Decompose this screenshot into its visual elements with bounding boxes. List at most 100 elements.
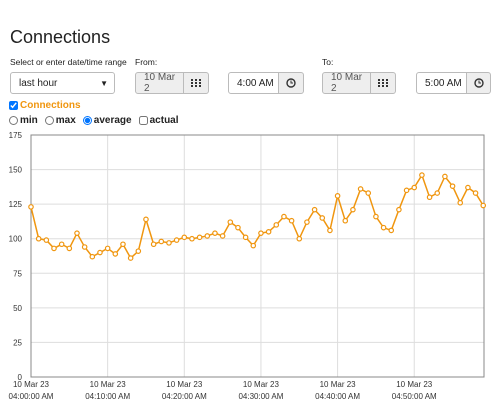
- mode-label: max: [55, 115, 76, 126]
- x-tick-label: 10 Mar 23: [396, 380, 433, 389]
- clock-button[interactable]: [278, 72, 304, 94]
- x-tick-label: 04:40:00 AM: [315, 392, 360, 401]
- y-tick-label: 25: [13, 338, 22, 347]
- data-point: [350, 206, 356, 213]
- to-date[interactable]: 10 Mar 2: [322, 72, 371, 94]
- calendar-icon: [191, 79, 201, 87]
- mode-input[interactable]: [82, 116, 92, 125]
- data-point: [204, 233, 211, 239]
- data-point: [150, 241, 157, 248]
- x-tick-label: 10 Mar 23: [243, 380, 280, 389]
- mode-option[interactable]: max: [44, 115, 76, 126]
- series-toggle[interactable]: Connections: [9, 100, 81, 111]
- calendar-button[interactable]: [183, 72, 209, 94]
- y-tick-label: 125: [9, 200, 23, 209]
- data-point: [74, 230, 80, 236]
- from-label: From:: [135, 57, 158, 67]
- data-point: [419, 172, 425, 178]
- chart: 0 25 50 75 100 125 150 175 10 Mar 23 04:00:00 AM 1…: [9, 131, 487, 401]
- data-point: [143, 216, 149, 223]
- data-point: [434, 190, 441, 196]
- data-point: [365, 190, 372, 196]
- data-point: [242, 234, 249, 241]
- range-value: last hour: [19, 77, 58, 89]
- y-tick-label: 0: [18, 373, 23, 382]
- data-point: [380, 224, 387, 231]
- data-point: [426, 194, 433, 201]
- data-point: [472, 190, 479, 196]
- y-tick-label: 50: [13, 304, 22, 313]
- y-tick-label: 100: [9, 235, 23, 244]
- y-tick-label: 150: [9, 166, 23, 175]
- data-point: [166, 240, 172, 246]
- data-point: [319, 215, 326, 221]
- data-point: [296, 235, 303, 242]
- data-point: [411, 184, 418, 191]
- data-point: [104, 245, 111, 252]
- data-point: [265, 229, 272, 235]
- data-point: [288, 217, 295, 224]
- data-point: [258, 230, 264, 236]
- data-point: [457, 199, 464, 206]
- data-point: [219, 233, 226, 239]
- clock-icon: [286, 78, 296, 88]
- data-point: [403, 187, 410, 194]
- series-toggle-label: Connections: [20, 100, 81, 111]
- y-tick-label: 175: [9, 131, 23, 140]
- data-point: [227, 219, 234, 225]
- x-tick-label: 04:20:00 AM: [162, 392, 207, 401]
- data-point: [235, 224, 241, 231]
- x-tick-label: 10 Mar 23: [166, 380, 203, 389]
- data-point: [388, 227, 395, 234]
- range-label: Select or enter date/time range: [10, 57, 127, 67]
- data-point: [311, 206, 318, 213]
- plot-border: [30, 134, 485, 378]
- to-time[interactable]: 5:00 AM: [416, 72, 467, 94]
- mode-label: average: [93, 115, 132, 126]
- data-point: [51, 245, 57, 252]
- data-point: [127, 255, 134, 261]
- clock-button[interactable]: [466, 72, 491, 94]
- data-point: [250, 242, 257, 249]
- data-point: [120, 241, 126, 248]
- data-point: [396, 206, 402, 213]
- data-point: [465, 184, 471, 191]
- data-point: [173, 237, 180, 243]
- data-point: [35, 235, 42, 242]
- mode-option[interactable]: average: [82, 115, 132, 126]
- data-point: [135, 248, 142, 254]
- x-tick-label: 04:10:00 AM: [85, 392, 130, 401]
- data-point: [43, 237, 50, 243]
- series-checkbox[interactable]: [9, 101, 18, 110]
- from-date[interactable]: 10 Mar 2: [135, 72, 184, 94]
- x-tick-label: 04:30:00 AM: [238, 392, 283, 401]
- data-point: [449, 183, 456, 189]
- data-point: [480, 202, 487, 209]
- x-tick-label: 10 Mar 23: [13, 380, 50, 389]
- data-point: [281, 213, 287, 220]
- dropdown-arrow: ▼: [100, 78, 108, 88]
- page-title: Connections: [10, 27, 111, 47]
- data-point: [196, 234, 203, 241]
- mode-input[interactable]: [44, 116, 54, 125]
- calendar-icon: [378, 79, 388, 87]
- data-point: [58, 241, 65, 248]
- y-tick-label: 75: [13, 269, 22, 278]
- data-point: [342, 217, 349, 224]
- mode-option[interactable]: actual: [138, 115, 179, 126]
- mode-input[interactable]: [9, 116, 18, 125]
- range-select[interactable]: last hour ▼: [10, 72, 115, 94]
- data-point: [112, 251, 119, 257]
- x-tick-label: 10 Mar 23: [90, 380, 127, 389]
- mode-options: min max average actual: [9, 115, 179, 126]
- data-point: [158, 238, 165, 245]
- calendar-button[interactable]: [370, 72, 396, 94]
- from-time[interactable]: 4:00 AM: [228, 72, 279, 94]
- mode-input[interactable]: [138, 116, 148, 125]
- data-point: [442, 173, 448, 180]
- data-point: [81, 244, 88, 250]
- data-point: [212, 230, 218, 236]
- mode-option[interactable]: min: [9, 115, 38, 126]
- data-point: [357, 186, 364, 192]
